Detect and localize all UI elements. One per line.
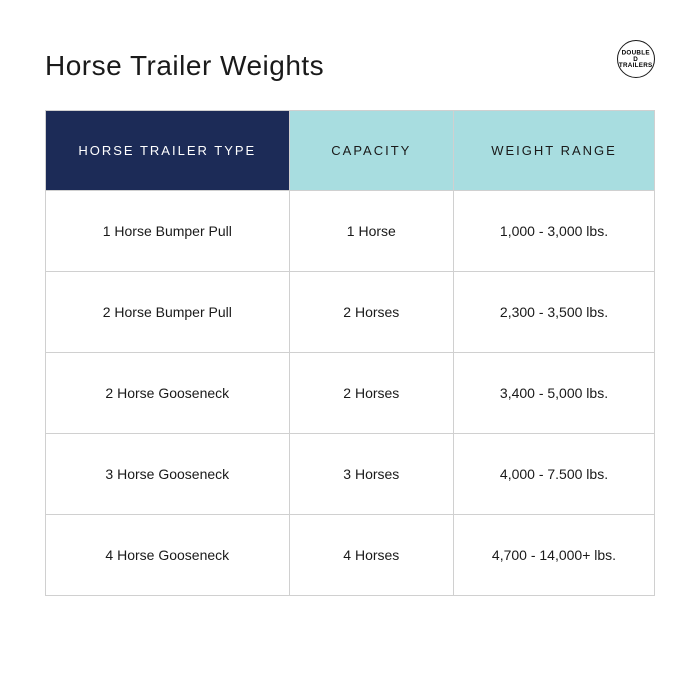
col-header-type: HORSE TRAILER TYPE bbox=[46, 111, 290, 191]
cell-type: 4 Horse Gooseneck bbox=[46, 515, 290, 596]
cell-capacity: 2 Horses bbox=[289, 353, 453, 434]
cell-capacity: 2 Horses bbox=[289, 272, 453, 353]
table-row: 1 Horse Bumper Pull 1 Horse 1,000 - 3,00… bbox=[46, 191, 655, 272]
cell-capacity: 4 Horses bbox=[289, 515, 453, 596]
page-title: Horse Trailer Weights bbox=[45, 50, 655, 82]
brand-logo-text: DOUBLE D TRAILERS bbox=[619, 50, 653, 69]
table-row: 3 Horse Gooseneck 3 Horses 4,000 - 7.500… bbox=[46, 434, 655, 515]
cell-type: 2 Horse Gooseneck bbox=[46, 353, 290, 434]
table-header-row: HORSE TRAILER TYPE CAPACITY WEIGHT RANGE bbox=[46, 111, 655, 191]
cell-type: 2 Horse Bumper Pull bbox=[46, 272, 290, 353]
brand-logo: DOUBLE D TRAILERS bbox=[617, 40, 655, 78]
col-header-capacity: CAPACITY bbox=[289, 111, 453, 191]
table-row: 2 Horse Gooseneck 2 Horses 3,400 - 5,000… bbox=[46, 353, 655, 434]
cell-type: 1 Horse Bumper Pull bbox=[46, 191, 290, 272]
cell-weight: 1,000 - 3,000 lbs. bbox=[454, 191, 655, 272]
cell-weight: 4,000 - 7.500 lbs. bbox=[454, 434, 655, 515]
cell-weight: 3,400 - 5,000 lbs. bbox=[454, 353, 655, 434]
cell-type: 3 Horse Gooseneck bbox=[46, 434, 290, 515]
cell-capacity: 3 Horses bbox=[289, 434, 453, 515]
table-row: 2 Horse Bumper Pull 2 Horses 2,300 - 3,5… bbox=[46, 272, 655, 353]
table-body: 1 Horse Bumper Pull 1 Horse 1,000 - 3,00… bbox=[46, 191, 655, 596]
cell-weight: 4,700 - 14,000+ lbs. bbox=[454, 515, 655, 596]
cell-capacity: 1 Horse bbox=[289, 191, 453, 272]
weights-table: HORSE TRAILER TYPE CAPACITY WEIGHT RANGE… bbox=[45, 110, 655, 596]
table-row: 4 Horse Gooseneck 4 Horses 4,700 - 14,00… bbox=[46, 515, 655, 596]
cell-weight: 2,300 - 3,500 lbs. bbox=[454, 272, 655, 353]
col-header-weight: WEIGHT RANGE bbox=[454, 111, 655, 191]
